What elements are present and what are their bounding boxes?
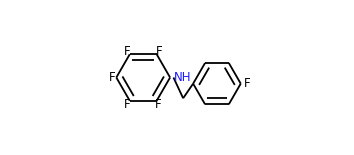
Text: F: F bbox=[155, 98, 162, 111]
Text: F: F bbox=[156, 45, 163, 58]
Text: F: F bbox=[124, 45, 130, 58]
Text: NH: NH bbox=[174, 71, 192, 84]
Text: F: F bbox=[124, 98, 130, 111]
Text: F: F bbox=[108, 71, 115, 84]
Text: F: F bbox=[244, 77, 251, 90]
